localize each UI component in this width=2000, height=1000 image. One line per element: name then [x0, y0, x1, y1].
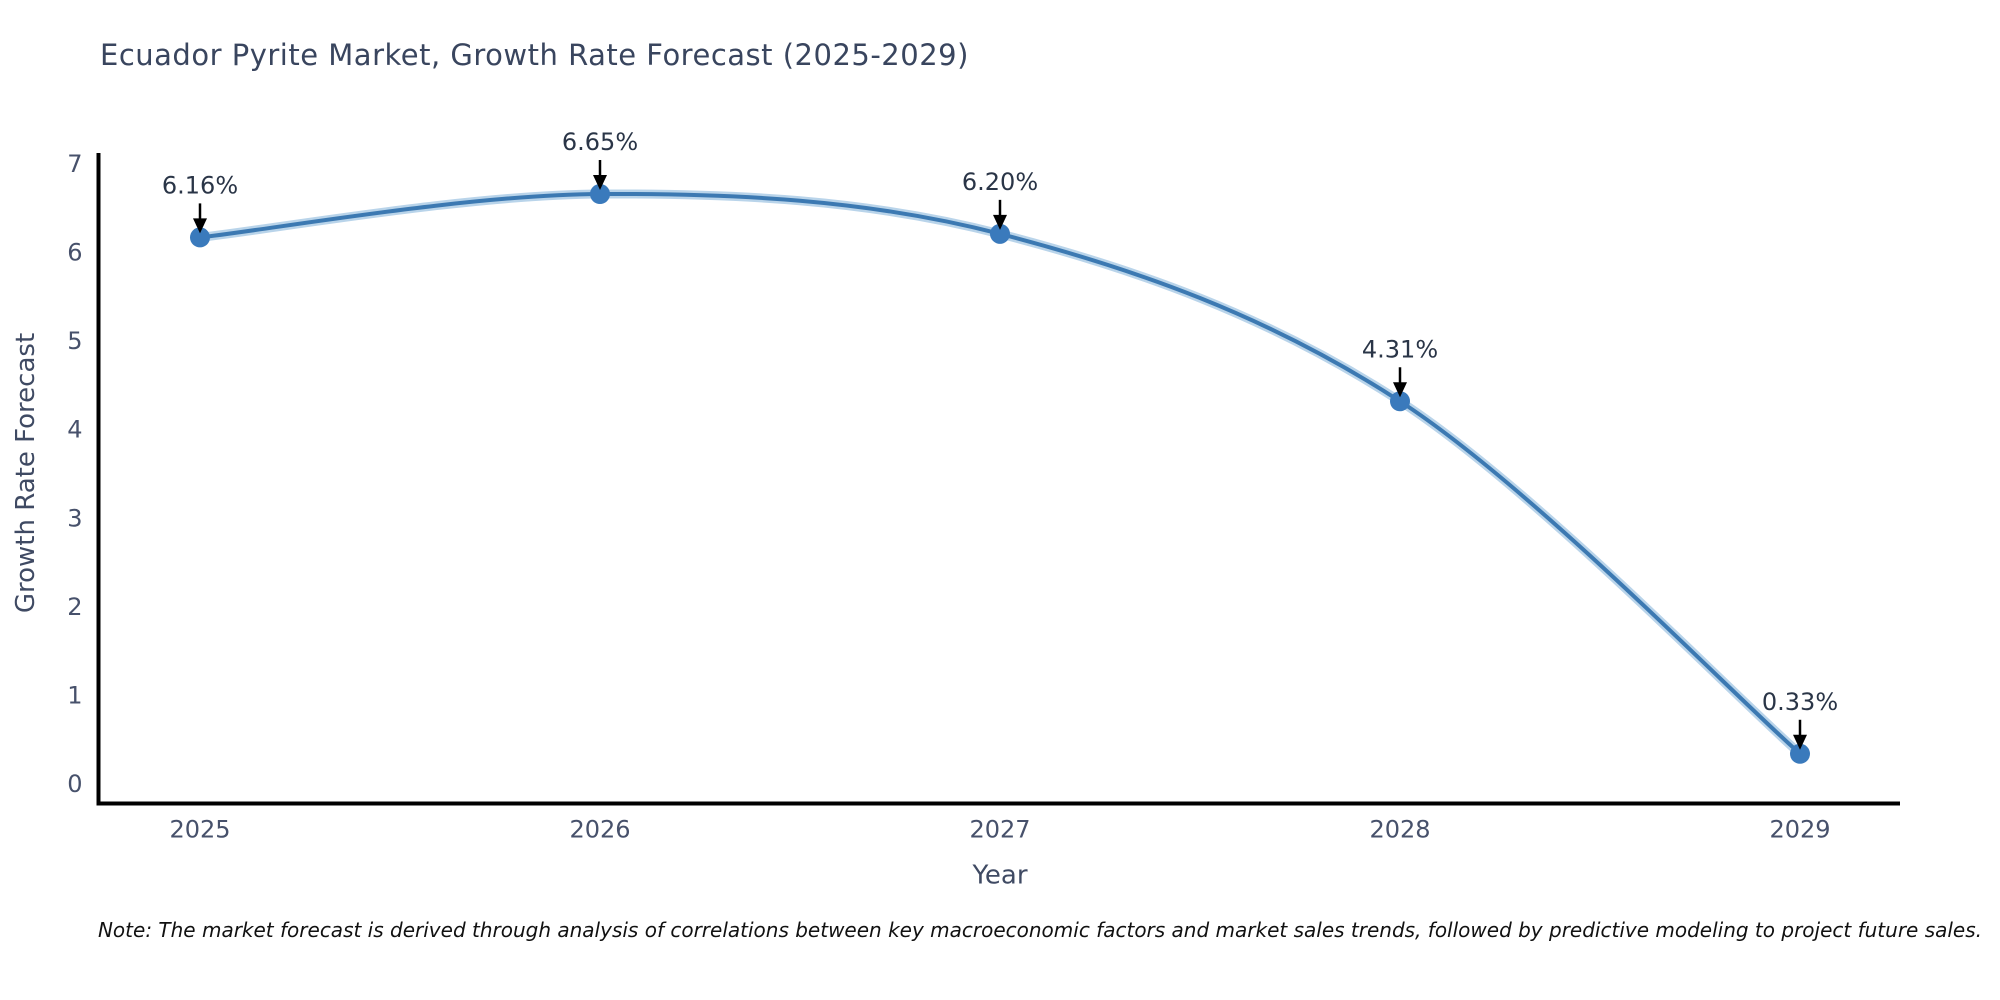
chart-title: Ecuador Pyrite Market, Growth Rate Forec… [100, 38, 969, 72]
annotation-label: 6.20% [962, 168, 1038, 196]
data-point-marker [190, 227, 210, 248]
footnote: Note: The market forecast is derived thr… [97, 918, 1983, 942]
x-axis-title: Year [971, 861, 1027, 891]
x-tick-label: 2025 [169, 816, 230, 844]
y-axis-title: Growth Rate Forecast [11, 333, 41, 613]
y-tick-label: 0 [67, 770, 82, 798]
y-tick-label: 3 [67, 504, 82, 532]
y-tick-label: 6 [67, 239, 82, 267]
data-point-marker [990, 223, 1010, 244]
y-tick-label: 1 [67, 681, 82, 709]
annotation-label: 6.16% [162, 171, 238, 199]
data-point-marker [1390, 391, 1410, 412]
y-tick-label: 5 [67, 327, 82, 355]
x-tick-label: 2027 [969, 816, 1030, 844]
series-line [198, 191, 1802, 756]
data-point-marker [1790, 743, 1810, 764]
x-tick-label: 2026 [569, 816, 630, 844]
annotation-label: 0.33% [1762, 688, 1838, 716]
annotation-arrow-head [593, 175, 607, 190]
x-tick-label: 2029 [1769, 816, 1830, 844]
annotation-label: 6.65% [562, 128, 638, 156]
annotation-label: 4.31% [1362, 335, 1438, 363]
y-tick-label: 7 [67, 150, 82, 178]
series-line-halo [195, 189, 1805, 759]
annotation-arrow-head [1393, 382, 1407, 398]
y-tick-label: 4 [67, 416, 82, 444]
y-tick-label: 2 [67, 593, 82, 621]
annotation-arrow-head [1793, 734, 1807, 750]
x-tick-label: 2028 [1369, 816, 1430, 844]
annotation-arrow-head [193, 218, 207, 234]
data-point-marker [590, 184, 610, 204]
annotation-arrow-head [993, 214, 1007, 230]
